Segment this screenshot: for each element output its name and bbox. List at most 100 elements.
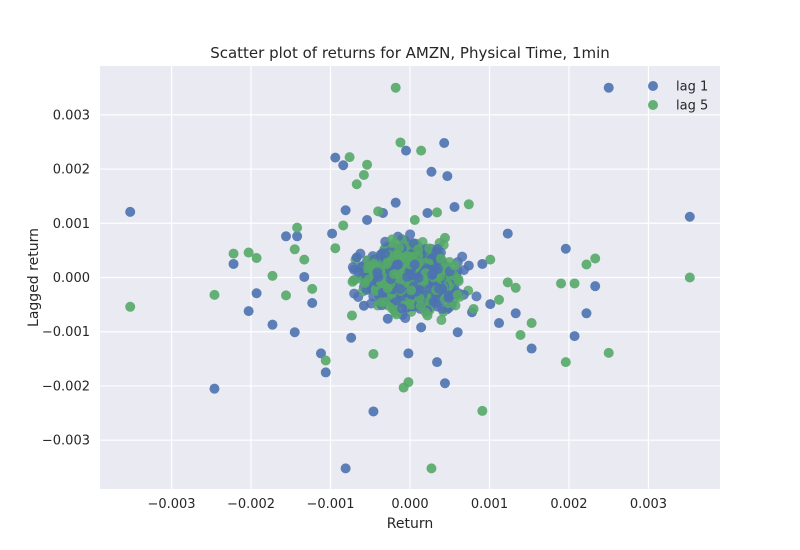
- point-lag-5: [485, 254, 496, 265]
- point-lag-1: [340, 463, 351, 474]
- point-lag-1: [292, 231, 303, 242]
- point-lag-5: [502, 277, 513, 288]
- y-tick-label: 0.000: [53, 271, 90, 286]
- cloud-point: [349, 288, 360, 299]
- point-lag-1: [327, 228, 338, 239]
- cloud-point: [389, 269, 400, 280]
- point-lag-5: [243, 247, 254, 258]
- point-lag-1: [209, 383, 220, 394]
- point-lag-5: [515, 329, 526, 340]
- point-lag-1: [373, 271, 384, 282]
- point-lag-1: [382, 313, 393, 324]
- point-lag-5: [560, 357, 571, 368]
- point-lag-1: [299, 271, 310, 282]
- point-lag-1: [569, 331, 580, 342]
- y-tick-label: 0.002: [53, 163, 90, 178]
- y-tick-label: 0.001: [53, 217, 90, 232]
- point-lag-1: [243, 306, 254, 317]
- point-lag-1: [390, 197, 401, 208]
- point-lag-5: [422, 310, 433, 321]
- cloud-point: [413, 272, 424, 283]
- point-lag-5: [526, 318, 537, 329]
- cloud-point: [406, 285, 417, 296]
- cloud-point: [406, 299, 417, 310]
- point-lag-1: [330, 152, 341, 163]
- point-lag-5: [590, 253, 601, 264]
- point-lag-1: [358, 300, 369, 311]
- x-tick-label: −0.003: [147, 497, 195, 512]
- point-lag-5: [569, 278, 580, 289]
- point-lag-1: [307, 297, 318, 308]
- point-lag-5: [228, 248, 239, 259]
- cloud-point: [427, 269, 438, 280]
- point-lag-5: [494, 294, 505, 305]
- point-lag-5: [251, 252, 262, 263]
- x-tick-label: 0.000: [391, 497, 428, 512]
- point-lag-5: [468, 303, 479, 314]
- point-lag-1: [449, 202, 460, 212]
- point-lag-1: [228, 258, 239, 269]
- dense-point-cloud: [347, 229, 482, 326]
- cloud-point: [436, 315, 447, 326]
- point-lag-5: [267, 270, 278, 281]
- point-lag-5: [432, 207, 443, 218]
- point-lag-5: [292, 222, 303, 233]
- point-lag-5: [289, 244, 300, 255]
- point-lag-5: [390, 82, 401, 93]
- data-points: [125, 82, 695, 474]
- point-lag-1: [463, 260, 474, 271]
- point-lag-5: [684, 272, 695, 283]
- point-lag-1: [401, 145, 412, 156]
- legend: lag 1 lag 5: [648, 80, 708, 114]
- y-tick-label: −0.003: [42, 434, 90, 449]
- cloud-point: [397, 252, 408, 263]
- cloud-point: [380, 297, 391, 308]
- cloud-point: [450, 300, 461, 311]
- point-lag-1: [289, 327, 300, 338]
- point-lag-5: [125, 301, 136, 312]
- point-lag-1: [125, 206, 136, 217]
- point-lag-5: [299, 254, 310, 265]
- point-lag-5: [463, 199, 474, 210]
- point-lag-1: [510, 308, 521, 319]
- point-lag-5: [344, 152, 355, 163]
- cloud-point: [413, 244, 424, 255]
- point-lag-1: [439, 138, 450, 149]
- point-lag-1: [409, 259, 420, 270]
- point-lag-5: [426, 463, 437, 474]
- point-lag-1: [251, 288, 262, 299]
- point-lag-5: [307, 283, 318, 294]
- point-lag-1: [439, 378, 450, 389]
- y-tick-label: −0.002: [42, 379, 90, 394]
- point-lag-5: [556, 278, 567, 289]
- point-lag-1: [426, 166, 437, 177]
- cloud-point: [435, 253, 446, 264]
- cloud-point: [387, 234, 398, 245]
- cloud-point: [359, 278, 370, 289]
- point-lag-1: [442, 171, 453, 182]
- point-lag-5: [382, 283, 393, 294]
- x-tick-label: 0.001: [471, 497, 508, 512]
- point-lag-1: [581, 308, 592, 319]
- cloud-point: [443, 290, 454, 301]
- point-lag-1: [526, 343, 537, 354]
- point-lag-5: [477, 405, 488, 416]
- point-lag-1: [340, 205, 351, 216]
- point-lag-1: [432, 357, 443, 368]
- point-lag-1: [603, 82, 614, 93]
- cloud-point: [434, 283, 445, 294]
- point-lag-1: [422, 207, 433, 218]
- x-tick-label: 0.003: [630, 497, 667, 512]
- point-lag-5: [449, 260, 460, 271]
- point-lag-1: [590, 281, 601, 292]
- cloud-point: [395, 284, 406, 295]
- point-lag-5: [581, 259, 592, 270]
- point-lag-1: [315, 348, 326, 359]
- point-lag-1: [416, 322, 427, 333]
- point-lag-1: [684, 211, 695, 222]
- point-lag-1: [494, 318, 505, 329]
- point-lag-5: [338, 220, 349, 231]
- point-lag-5: [510, 282, 521, 293]
- point-lag-5: [346, 310, 357, 321]
